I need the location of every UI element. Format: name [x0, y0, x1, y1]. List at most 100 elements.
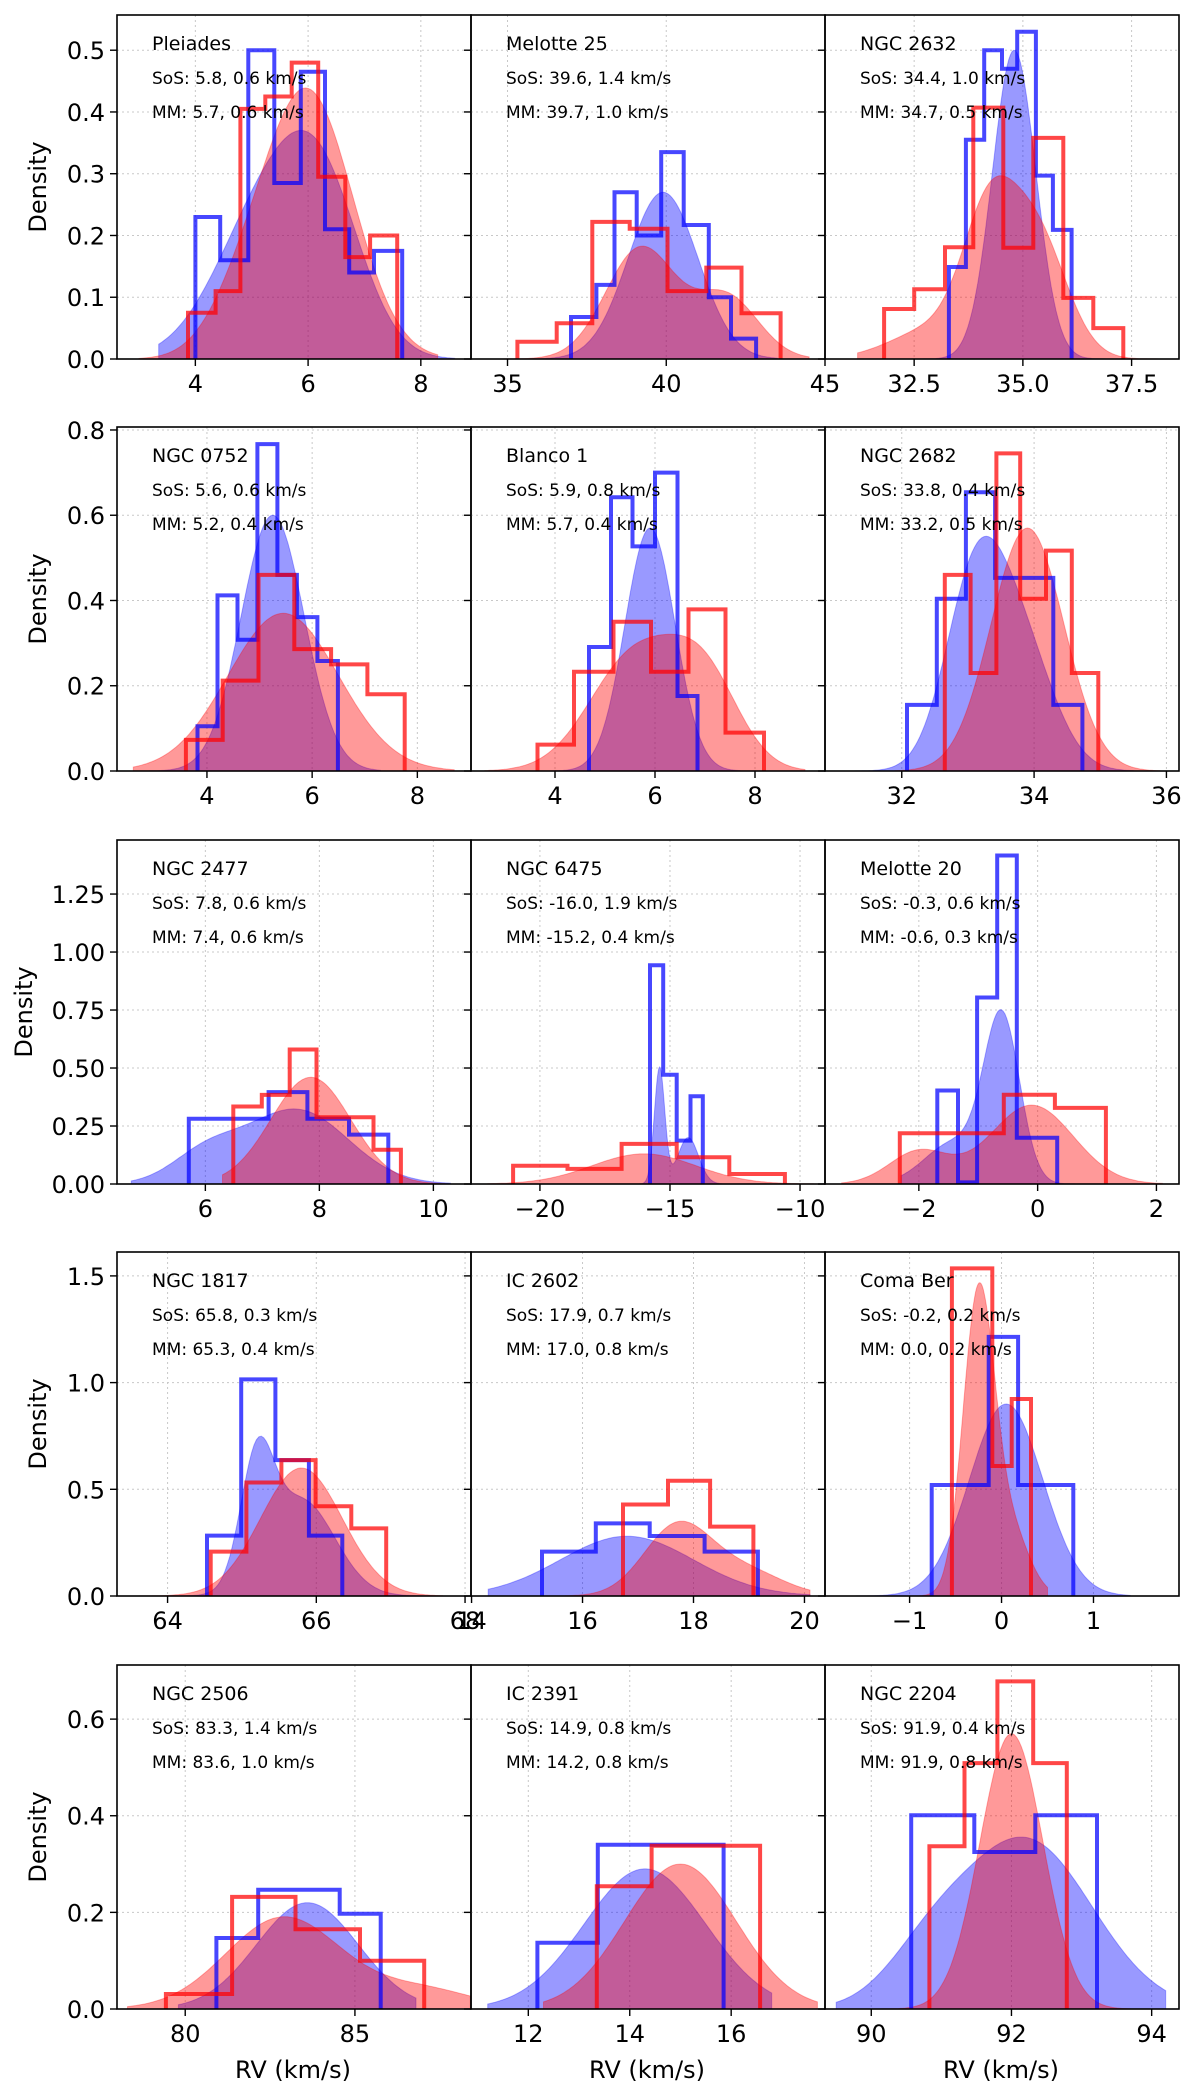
- histogram-blue: [186, 1090, 391, 1184]
- axes-frame: [824, 426, 1180, 772]
- x-tick-label: 8: [312, 1195, 327, 1223]
- panel-ngc-2204: 90 92 94 NGC 2204 SoS: 91.9, 0.4 km/s MM: 91.…: [818, 1664, 1180, 2048]
- plot-area: [488, 150, 810, 359]
- gridlines: [825, 427, 1179, 771]
- kde-red: [918, 1282, 1048, 1596]
- x-tick-label: 1: [1086, 1607, 1101, 1635]
- mm-stats: MM: 5.2, 0.4 km/s: [152, 515, 304, 535]
- histogram-red: [535, 607, 766, 771]
- x-tick-label: 0: [994, 1607, 1009, 1635]
- x-tick-label: 0: [1030, 1195, 1045, 1223]
- cluster-name: NGC 2632: [860, 33, 957, 55]
- annotations: Melotte 20 SoS: -0.3, 0.6 km/s MM: -0.6, 0…: [860, 858, 1021, 948]
- x-tick-label: 6: [198, 1195, 213, 1223]
- x-tick-label: 6: [300, 370, 315, 398]
- annotations: NGC 2204 SoS: 91.9, 0.4 km/s MM: 91.9, 0.8…: [860, 1683, 1025, 1773]
- annotations: Melotte 25 SoS: 39.6, 1.4 km/s MM: 39.7, 1…: [506, 33, 671, 123]
- cluster-name: Pleiades: [152, 33, 231, 55]
- histogram-blue: [905, 490, 1085, 771]
- x-tick-label: −20: [515, 1195, 566, 1223]
- histogram-red: [621, 1478, 756, 1596]
- x-tick-label: 45: [810, 370, 841, 398]
- annotations: NGC 1817 SoS: 65.8, 0.3 km/s MM: 65.3, 0.4…: [152, 1270, 317, 1360]
- mm-stats: MM: 65.3, 0.4 km/s: [152, 1340, 315, 1360]
- gridlines: [825, 1252, 1179, 1596]
- panel-ngc-6475: −20 −15 −10 NGC 6475 SoS: -16.0, 1.9 km/s MM:…: [464, 839, 826, 1223]
- ticks: −1 0 1: [818, 1275, 1101, 1635]
- plot-area: [127, 1887, 471, 2009]
- y-tick-label: 0.0: [67, 1996, 105, 2024]
- histogram-red: [186, 60, 400, 359]
- mm-stats: MM: -15.2, 0.4 km/s: [506, 928, 675, 948]
- x-tick-label: 4: [547, 782, 562, 810]
- histogram-red: [231, 1047, 403, 1184]
- y-tick-label: 0.6: [67, 1706, 105, 1734]
- x-tick-label: 92: [996, 2020, 1027, 2048]
- sos-stats: SoS: 5.6, 0.6 km/s: [152, 481, 307, 501]
- y-tick-label: 0.4: [67, 587, 105, 615]
- y-tick-label: 0.0: [67, 346, 105, 374]
- panel-ngc-2506: 80 85 0.0 0.2 0.4 0.6 NGC 2506 SoS: 83.3, 1.4 k…: [67, 1664, 472, 2048]
- y-tick-label: 0.75: [52, 997, 105, 1025]
- x-tick-label: 80: [170, 2020, 201, 2048]
- x-tick-label: 66: [301, 1607, 332, 1635]
- plot-area: [487, 963, 814, 1184]
- x-tick-label: 32.5: [887, 370, 940, 398]
- cluster-name: IC 2391: [506, 1683, 579, 1705]
- cluster-name: Melotte 20: [860, 858, 962, 880]
- cluster-name: NGC 2204: [860, 1683, 957, 1705]
- y-tick-label: 0.25: [52, 1113, 105, 1141]
- panel-ngc-2477: 6 8 10 0.00 0.25 0.50 0.75 1.00 1.25 NGC 2477 SoS:…: [52, 839, 472, 1223]
- annotations: Blanco 1 SoS: 5.9, 0.8 km/s MM: 5.7, 0.4 k…: [506, 445, 661, 535]
- panel-ic-2391: 12 14 16 IC 2391 SoS: 14.9, 0.8 km/s MM: 14.2…: [464, 1664, 826, 2048]
- gridlines: [117, 840, 471, 1184]
- y-tick-label: 0.2: [67, 673, 105, 701]
- annotations: IC 2391 SoS: 14.9, 0.8 km/s MM: 14.2, 0.8 …: [506, 1683, 671, 1773]
- x-tick-label: 6: [647, 782, 662, 810]
- sos-stats: SoS: 7.8, 0.6 km/s: [152, 894, 307, 914]
- plot-area: [845, 1266, 1131, 1596]
- panel-ngc-2632: 32.5 35.0 37.5 NGC 2632 SoS: 34.4, 1.0 km/s M…: [818, 14, 1180, 398]
- x-tick-label: −1: [892, 1607, 927, 1635]
- x-tick-label: 35.0: [996, 370, 1049, 398]
- sos-stats: SoS: 39.6, 1.4 km/s: [506, 69, 671, 89]
- mm-stats: MM: 5.7, 0.4 km/s: [506, 515, 658, 535]
- panel-melotte-20: −2 0 2 Melotte 20 SoS: -0.3, 0.6 km/s MM: -0.…: [818, 839, 1180, 1223]
- ticks: 12 14 16: [464, 1718, 746, 2048]
- axes-frame: [824, 839, 1180, 1185]
- kde-red: [565, 1520, 811, 1596]
- histogram-blue: [569, 150, 759, 359]
- ylabel-row-4: Density: [24, 1378, 52, 1469]
- plot-area: [487, 1478, 811, 1596]
- histogram-blue: [193, 48, 405, 359]
- panel-blanco-1: 4 6 8 Blanco 1 SoS: 5.9, 0.8 km/s MM: 5.7, 0.…: [464, 426, 826, 810]
- x-tick-label: 85: [340, 2020, 371, 2048]
- x-tick-label: 36: [1151, 782, 1182, 810]
- x-tick-label: 68: [450, 1607, 481, 1635]
- x-tick-label: 64: [152, 1607, 183, 1635]
- histogram-red: [897, 1092, 1108, 1184]
- ticks: 6 8 10 0.00 0.25 0.50 0.75 1.00 1.25: [52, 881, 449, 1223]
- kde-blue: [835, 1836, 1167, 2009]
- histogram-blue: [540, 1521, 760, 1596]
- mm-stats: MM: 14.2, 0.8 km/s: [506, 1753, 669, 1773]
- histogram-red: [163, 1894, 427, 2009]
- x-tick-label: 16: [567, 1607, 598, 1635]
- y-tick-label: 1.00: [52, 939, 105, 967]
- panel-ngc-0752: 4 6 8 0.0 0.2 0.4 0.6 0.8 NGC 0752 SoS: 5.6, 0.6 …: [67, 417, 472, 810]
- sos-stats: SoS: 65.8, 0.3 km/s: [152, 1306, 317, 1326]
- histogram-blue: [935, 853, 1060, 1184]
- xlabel-col-2: RV (km/s): [589, 2056, 705, 2084]
- ticks: 4 6 8: [464, 429, 763, 810]
- x-tick-label: 18: [678, 1607, 709, 1635]
- x-tick-label: 37.5: [1105, 370, 1158, 398]
- cluster-name: NGC 1817: [152, 1270, 249, 1292]
- x-tick-label: 12: [513, 2020, 544, 2048]
- xlabel-col-1: RV (km/s): [235, 2056, 351, 2084]
- kde-red: [857, 175, 1167, 359]
- kde-blue: [638, 1066, 723, 1184]
- annotations: NGC 0752 SoS: 5.6, 0.6 km/s MM: 5.2, 0.4 k…: [152, 445, 307, 535]
